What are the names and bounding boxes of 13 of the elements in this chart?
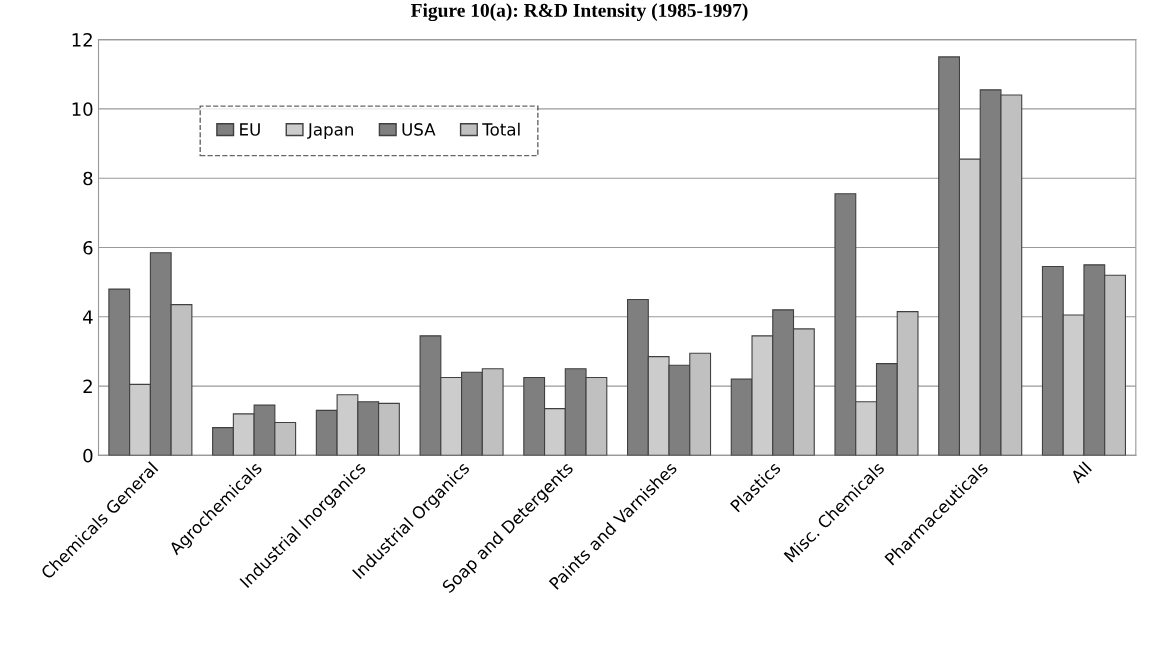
y-tick-label: 12	[72, 33, 92, 47]
x-tick-label: All	[1069, 461, 1092, 484]
y-tick-label: 2	[83, 379, 92, 393]
legend-label: USA	[402, 123, 436, 136]
y-tick-label: 8	[83, 171, 93, 186]
y-tick-label: 4	[83, 310, 93, 324]
y-tick-label: 0	[83, 448, 93, 463]
legend-label: Japan	[307, 123, 353, 139]
legend-label: Total	[482, 122, 520, 136]
y-tick-label: 10	[72, 102, 93, 117]
legend-label: EU	[240, 123, 260, 136]
y-tick-label: 6	[83, 240, 93, 255]
chart-title: Figure 10(a): R&D Intensity (1985-1997)	[410, 3, 748, 22]
